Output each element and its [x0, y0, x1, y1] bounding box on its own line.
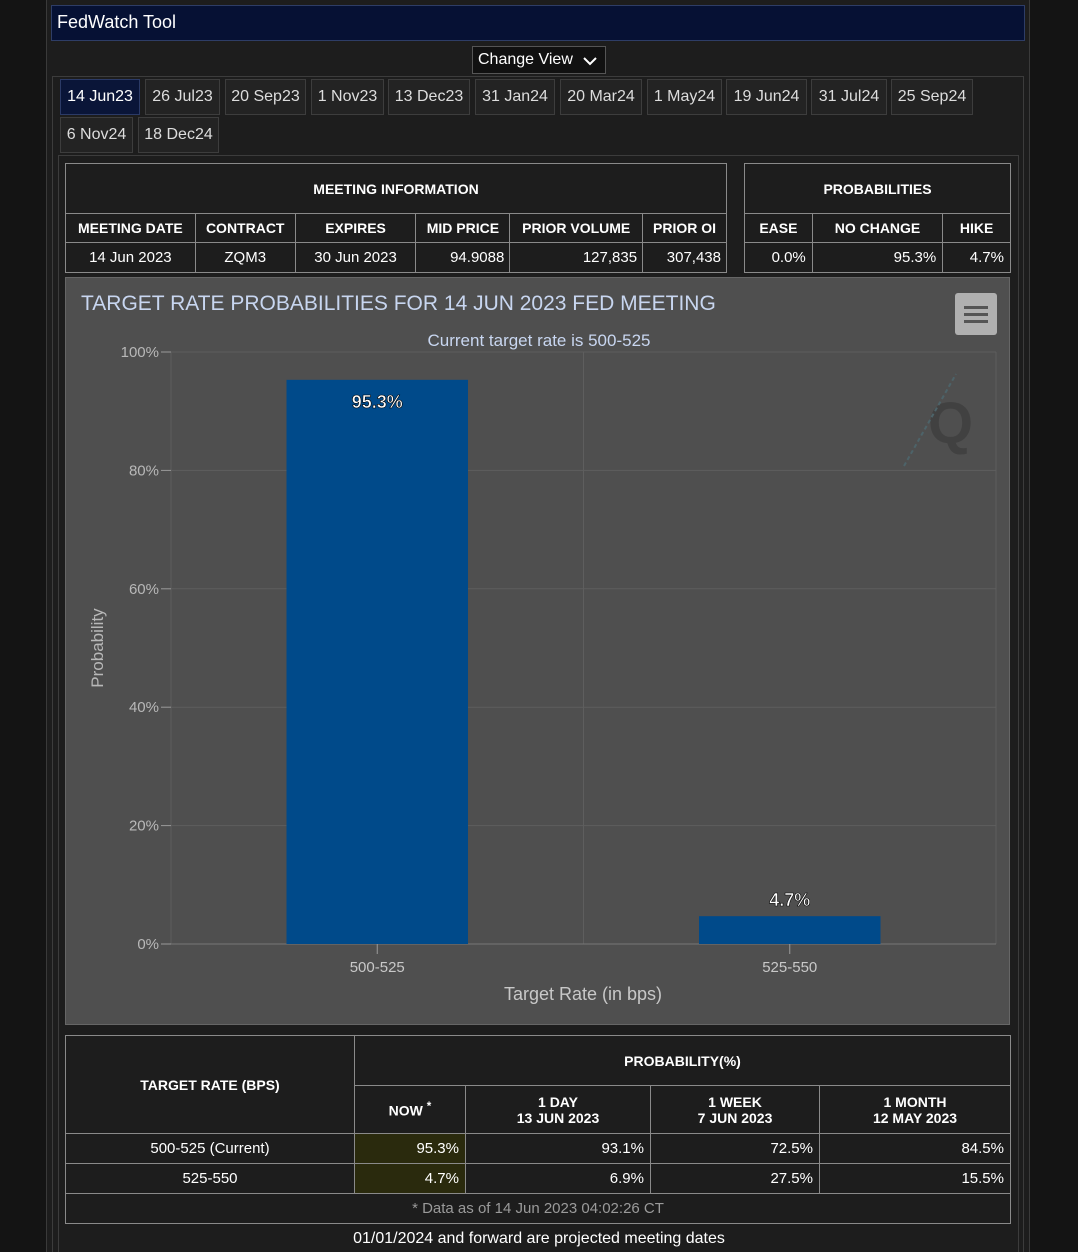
tab-19-jun24[interactable]: 19 Jun24 — [726, 79, 807, 115]
prior-oi-value: 307,438 — [642, 242, 727, 273]
table-row: 525-550 4.7% 6.9% 27.5% 15.5% — [65, 1163, 1011, 1194]
data-timestamp-note: * Data as of 14 Jun 2023 04:02:26 CT — [65, 1193, 1011, 1224]
col-expires: EXPIRES — [294, 213, 417, 243]
col-mid-price: MID PRICE — [415, 213, 511, 243]
col-1-week: 1 WEEK 7 JUN 2023 — [650, 1085, 820, 1134]
no-change-value: 95.3% — [811, 242, 944, 273]
x-axis-label: Target Rate (in bps) — [504, 984, 662, 1004]
col-prior-volume: PRIOR VOLUME — [509, 213, 644, 243]
contract-value: ZQM3 — [194, 242, 296, 273]
period-1-week-label: 1 WEEK — [708, 1093, 762, 1110]
bar — [286, 379, 468, 945]
y-tick-label: 0% — [137, 936, 159, 953]
watermark-logo: Q — [903, 373, 973, 467]
y-axis-label: Probability — [88, 608, 107, 688]
meeting-information-table: MEETING INFORMATION MEETING DATE CONTRAC… — [65, 163, 727, 273]
chart-bars: 95.3% 4.7% — [286, 379, 881, 945]
y-tick-label: 20% — [129, 818, 159, 835]
col-no-change: NO CHANGE — [811, 213, 944, 243]
prior-volume-value: 127,835 — [509, 242, 644, 273]
period-1-month-label: 1 MONTH — [883, 1093, 947, 1110]
now-marker: * — [426, 1100, 432, 1114]
col-hike: HIKE — [942, 213, 1011, 243]
target-rate-chart: 0% 20% 40% 60% 80% 100% 500-525 525-550 95.3% 4.… — [65, 277, 1010, 1025]
hamburger-menu-icon — [964, 306, 988, 323]
tab-1-may24[interactable]: 1 May24 — [647, 79, 722, 115]
rate-cell: 525-550 — [65, 1163, 355, 1194]
tab-14-jun23[interactable]: 14 Jun23 — [60, 79, 140, 115]
chart-title: TARGET RATE PROBABILITIES FOR 14 JUN 202… — [81, 292, 716, 315]
col-1-day: 1 DAY 13 JUN 2023 — [465, 1085, 651, 1134]
col-prior-oi: PRIOR OI — [642, 213, 727, 243]
chart-subtitle: Current target rate is 500-525 — [427, 331, 650, 350]
bar-data-label: 95.3% — [352, 392, 403, 412]
week-cell: 72.5% — [650, 1133, 820, 1164]
target-rate-header: TARGET RATE (BPS) — [65, 1035, 355, 1134]
meeting-info-header: MEETING INFORMATION — [65, 163, 727, 214]
month-cell: 84.5% — [819, 1133, 1011, 1164]
tab-26-jul23[interactable]: 26 Jul23 — [145, 79, 220, 115]
hike-value: 4.7% — [942, 242, 1011, 273]
probabilities-header: PROBABILITIES — [744, 163, 1011, 214]
rate-cell: 500-525 (Current) — [65, 1133, 355, 1164]
tab-20-mar24[interactable]: 20 Mar24 — [560, 79, 642, 115]
week-cell: 27.5% — [650, 1163, 820, 1194]
tab-18-dec24[interactable]: 18 Dec24 — [138, 117, 219, 153]
period-1-month-date: 12 MAY 2023 — [872, 1109, 958, 1126]
change-view-label: Change View — [478, 51, 573, 68]
projected-dates-footnote: 01/01/2024 and forward are projected mee… — [353, 1230, 725, 1247]
x-tick-label: 525-550 — [762, 959, 817, 976]
y-tick-label: 60% — [129, 581, 159, 598]
table-row: 500-525 (Current) 95.3% 93.1% 72.5% 84.5… — [65, 1133, 1011, 1164]
expires-value: 30 Jun 2023 — [294, 242, 417, 273]
svg-text:Q: Q — [928, 391, 973, 456]
probabilities-table: PROBABILITIES EASE NO CHANGE HIKE 0.0% 9… — [744, 163, 1011, 273]
bar-data-label: 4.7% — [769, 890, 810, 910]
title-bar: FedWatch Tool — [51, 5, 1025, 41]
col-now: NOW * — [354, 1085, 466, 1134]
y-tick-label: 40% — [129, 699, 159, 716]
y-tick-label: 100% — [121, 344, 159, 361]
mid-price-value: 94.9088 — [415, 242, 511, 273]
tab-31-jan24[interactable]: 31 Jan24 — [475, 79, 555, 115]
month-cell: 15.5% — [819, 1163, 1011, 1194]
meeting-content-panel — [58, 155, 1019, 1252]
probability-header: PROBABILITY(%) — [354, 1035, 1011, 1086]
meeting-tabs-panel — [52, 76, 1024, 1252]
col-contract: CONTRACT — [194, 213, 296, 243]
tab-6-nov24[interactable]: 6 Nov24 — [60, 117, 133, 153]
period-1-day-date: 13 JUN 2023 — [516, 1109, 600, 1126]
bar — [699, 916, 881, 944]
col-1-month: 1 MONTH 12 MAY 2023 — [819, 1085, 1011, 1134]
change-view-button[interactable]: Change View — [472, 46, 606, 74]
chevron-down-icon — [583, 57, 597, 66]
tab-20-sep23[interactable]: 20 Sep23 — [225, 79, 306, 115]
y-tick-label: 80% — [129, 462, 159, 479]
tab-13-dec23[interactable]: 13 Dec23 — [388, 79, 470, 115]
probability-history-table: TARGET RATE (BPS) PROBABILITY(%) NOW * 1… — [65, 1035, 1011, 1224]
tab-31-jul24[interactable]: 31 Jul24 — [811, 79, 887, 115]
period-1-day-label: 1 DAY — [538, 1093, 578, 1110]
x-tick-label: 500-525 — [350, 959, 405, 976]
now-cell: 95.3% — [354, 1133, 466, 1164]
app-title: FedWatch Tool — [57, 12, 177, 32]
chart-axes: 0% 20% 40% 60% 80% 100% 500-525 525-550 — [121, 344, 996, 976]
ease-value: 0.0% — [744, 242, 813, 273]
meeting-date-value: 14 Jun 2023 — [65, 242, 196, 273]
tab-1-nov23[interactable]: 1 Nov23 — [311, 79, 384, 115]
chart-menu-button[interactable] — [955, 293, 997, 335]
col-meeting-date: MEETING DATE — [65, 213, 196, 243]
tab-25-sep24[interactable]: 25 Sep24 — [891, 79, 973, 115]
day-cell: 93.1% — [465, 1133, 651, 1164]
now-label: NOW — [388, 1102, 423, 1119]
col-ease: EASE — [744, 213, 813, 243]
period-1-week-date: 7 JUN 2023 — [697, 1109, 773, 1126]
now-cell: 4.7% — [354, 1163, 466, 1194]
day-cell: 6.9% — [465, 1163, 651, 1194]
